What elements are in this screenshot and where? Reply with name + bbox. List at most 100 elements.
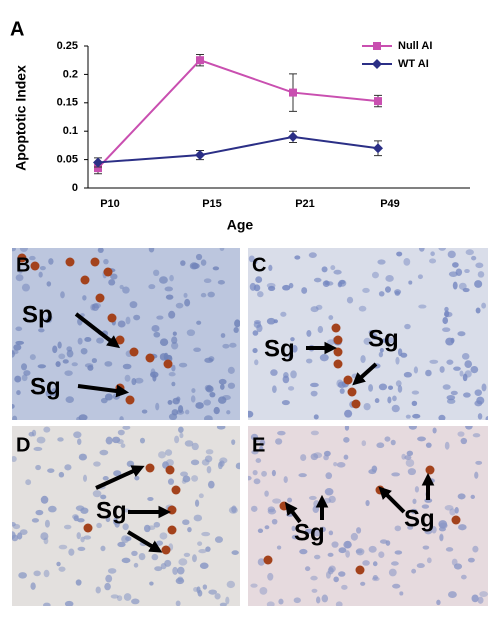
cell — [222, 395, 231, 401]
cell — [379, 539, 388, 544]
cell — [25, 479, 32, 486]
cell — [248, 475, 252, 481]
cell — [454, 506, 459, 514]
cell — [36, 436, 46, 444]
cell — [362, 287, 370, 293]
cell — [310, 382, 319, 388]
cell — [275, 438, 283, 445]
cell — [107, 568, 117, 574]
cell — [105, 516, 111, 523]
x-tick-label: P10 — [100, 198, 120, 210]
cell — [47, 468, 55, 473]
cell — [218, 378, 227, 385]
annotation: Sg — [30, 373, 61, 400]
cell — [475, 307, 481, 314]
cell — [12, 455, 17, 463]
cell — [174, 435, 180, 444]
x-axis-label: Age — [227, 217, 254, 233]
cell — [18, 572, 27, 579]
stained-cell — [80, 275, 90, 285]
cell — [171, 336, 178, 344]
cell — [401, 453, 406, 460]
stained-cell — [145, 463, 155, 473]
cell — [77, 518, 85, 523]
cell — [471, 255, 477, 261]
y-axis-label: Apoptotic Index — [13, 65, 29, 171]
cell — [172, 331, 177, 336]
cell — [439, 522, 448, 529]
cell — [102, 476, 109, 481]
cell — [65, 396, 74, 403]
cell — [261, 470, 267, 477]
cell — [308, 495, 317, 501]
cell — [301, 287, 308, 294]
cell — [150, 368, 156, 376]
cell — [404, 455, 412, 461]
cell — [442, 384, 451, 390]
cell — [205, 449, 214, 455]
cell — [335, 601, 343, 606]
cell — [194, 499, 200, 507]
cell — [378, 291, 385, 297]
cell — [116, 439, 124, 445]
micrograph-background — [12, 426, 240, 606]
cell — [183, 292, 188, 298]
cell — [422, 545, 430, 550]
legend-marker — [373, 42, 381, 50]
cell — [175, 302, 184, 309]
cell — [346, 296, 354, 304]
cell — [472, 433, 481, 438]
cell — [250, 583, 258, 588]
cell — [45, 389, 53, 398]
cell — [298, 473, 307, 478]
cell — [313, 414, 319, 420]
cell — [226, 580, 236, 589]
cell — [444, 505, 454, 511]
cell — [171, 364, 176, 372]
cell — [445, 547, 454, 552]
cell — [394, 525, 402, 532]
cell — [83, 474, 88, 482]
cell — [159, 338, 169, 347]
cell — [321, 594, 329, 603]
cell — [396, 251, 403, 257]
cell — [252, 348, 258, 354]
cell — [13, 344, 22, 351]
cell — [12, 403, 15, 409]
cell — [104, 393, 113, 401]
cell — [159, 532, 168, 540]
cell — [33, 570, 41, 577]
cell — [324, 487, 334, 496]
cell — [40, 532, 49, 541]
stained-cell — [279, 501, 289, 511]
cell — [305, 358, 313, 364]
cell — [397, 385, 403, 393]
cell — [158, 451, 166, 459]
cell — [105, 574, 113, 583]
cell — [475, 460, 483, 465]
cell — [278, 598, 284, 605]
cell — [248, 255, 255, 263]
x-tick-label: P15 — [202, 198, 222, 210]
micrograph-background — [248, 426, 488, 606]
cell — [328, 495, 336, 504]
cell — [191, 262, 200, 270]
cell — [338, 279, 347, 287]
cell — [460, 437, 468, 445]
cell — [206, 384, 212, 392]
cell — [209, 391, 216, 398]
cell — [227, 366, 235, 374]
cell — [93, 461, 101, 467]
cell — [87, 364, 94, 371]
cell — [432, 427, 437, 434]
cell — [271, 518, 278, 525]
cell — [381, 338, 389, 343]
cell — [122, 286, 130, 294]
cell — [178, 426, 184, 433]
series-line — [97, 59, 379, 169]
cell — [168, 413, 178, 420]
cell — [368, 545, 377, 553]
cell — [134, 475, 140, 481]
cell — [171, 381, 176, 387]
cell — [183, 552, 191, 557]
